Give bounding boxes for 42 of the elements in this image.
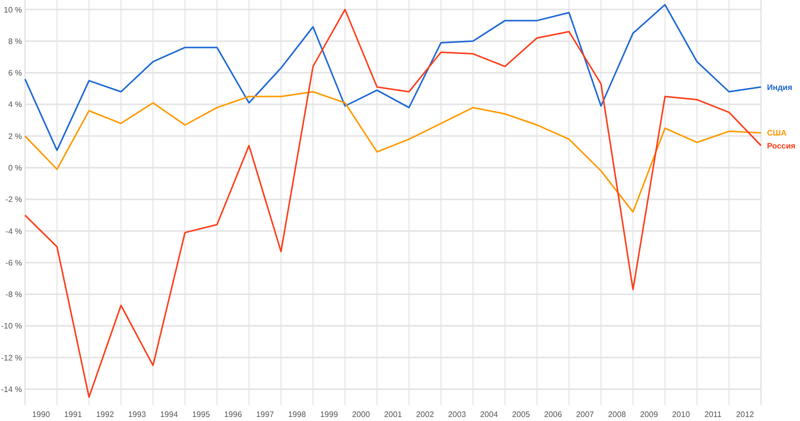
y-tick-label: 10 %: [4, 5, 22, 14]
x-tick-label: 2007: [576, 410, 594, 419]
y-tick-label: 8 %: [8, 36, 22, 46]
x-tick-label: 1996: [224, 410, 242, 419]
x-tick-label: 2012: [736, 410, 754, 419]
x-tick-label: 1990: [32, 410, 50, 419]
series-label: Индия: [767, 82, 793, 92]
line-series: [24, 4, 762, 152]
y-tick-label: -14 %: [1, 384, 22, 394]
y-tick-label: 4 %: [8, 100, 22, 110]
series-label: США: [767, 128, 787, 138]
x-tick-label: 2003: [448, 410, 466, 419]
x-tick-label: 1992: [96, 410, 114, 419]
x-tick-label: 1997: [256, 410, 274, 419]
line-series: [24, 8, 762, 398]
y-tick-label: 6 %: [8, 68, 22, 78]
y-tick-label: 2 %: [8, 132, 22, 141]
x-tick-label: 2002: [416, 410, 434, 419]
x-tick-label: 2000: [352, 410, 370, 419]
x-tick-label: 2010: [672, 410, 690, 419]
series-label: Россия: [767, 141, 796, 150]
line-series: [24, 91, 762, 213]
x-tick-label: 2011: [704, 410, 722, 419]
y-tick-label: -2 %: [6, 195, 22, 204]
x-tick-label: 1999: [320, 410, 338, 419]
x-tick-label: 1993: [128, 410, 146, 419]
x-tick-label: 2005: [512, 410, 530, 419]
x-tick-label: 2008: [608, 410, 626, 419]
x-tick-label: 1991: [64, 410, 82, 419]
y-tick-label: -8 %: [6, 290, 22, 300]
y-tick-label: -12 %: [1, 353, 22, 362]
x-tick-label: 1995: [192, 410, 210, 419]
x-tick-label: 2006: [544, 410, 562, 419]
y-tick-label: -6 %: [6, 258, 22, 268]
x-tick-label: 1994: [160, 410, 178, 419]
x-tick-label: 2004: [480, 410, 498, 419]
y-tick-label: 0 %: [8, 163, 22, 172]
x-tick-label: 2001: [384, 410, 402, 419]
y-tick-label: -10 %: [1, 322, 22, 331]
y-tick-label: -4 %: [6, 226, 22, 236]
x-tick-label: 2009: [640, 410, 658, 419]
x-tick-label: 1998: [288, 410, 306, 419]
